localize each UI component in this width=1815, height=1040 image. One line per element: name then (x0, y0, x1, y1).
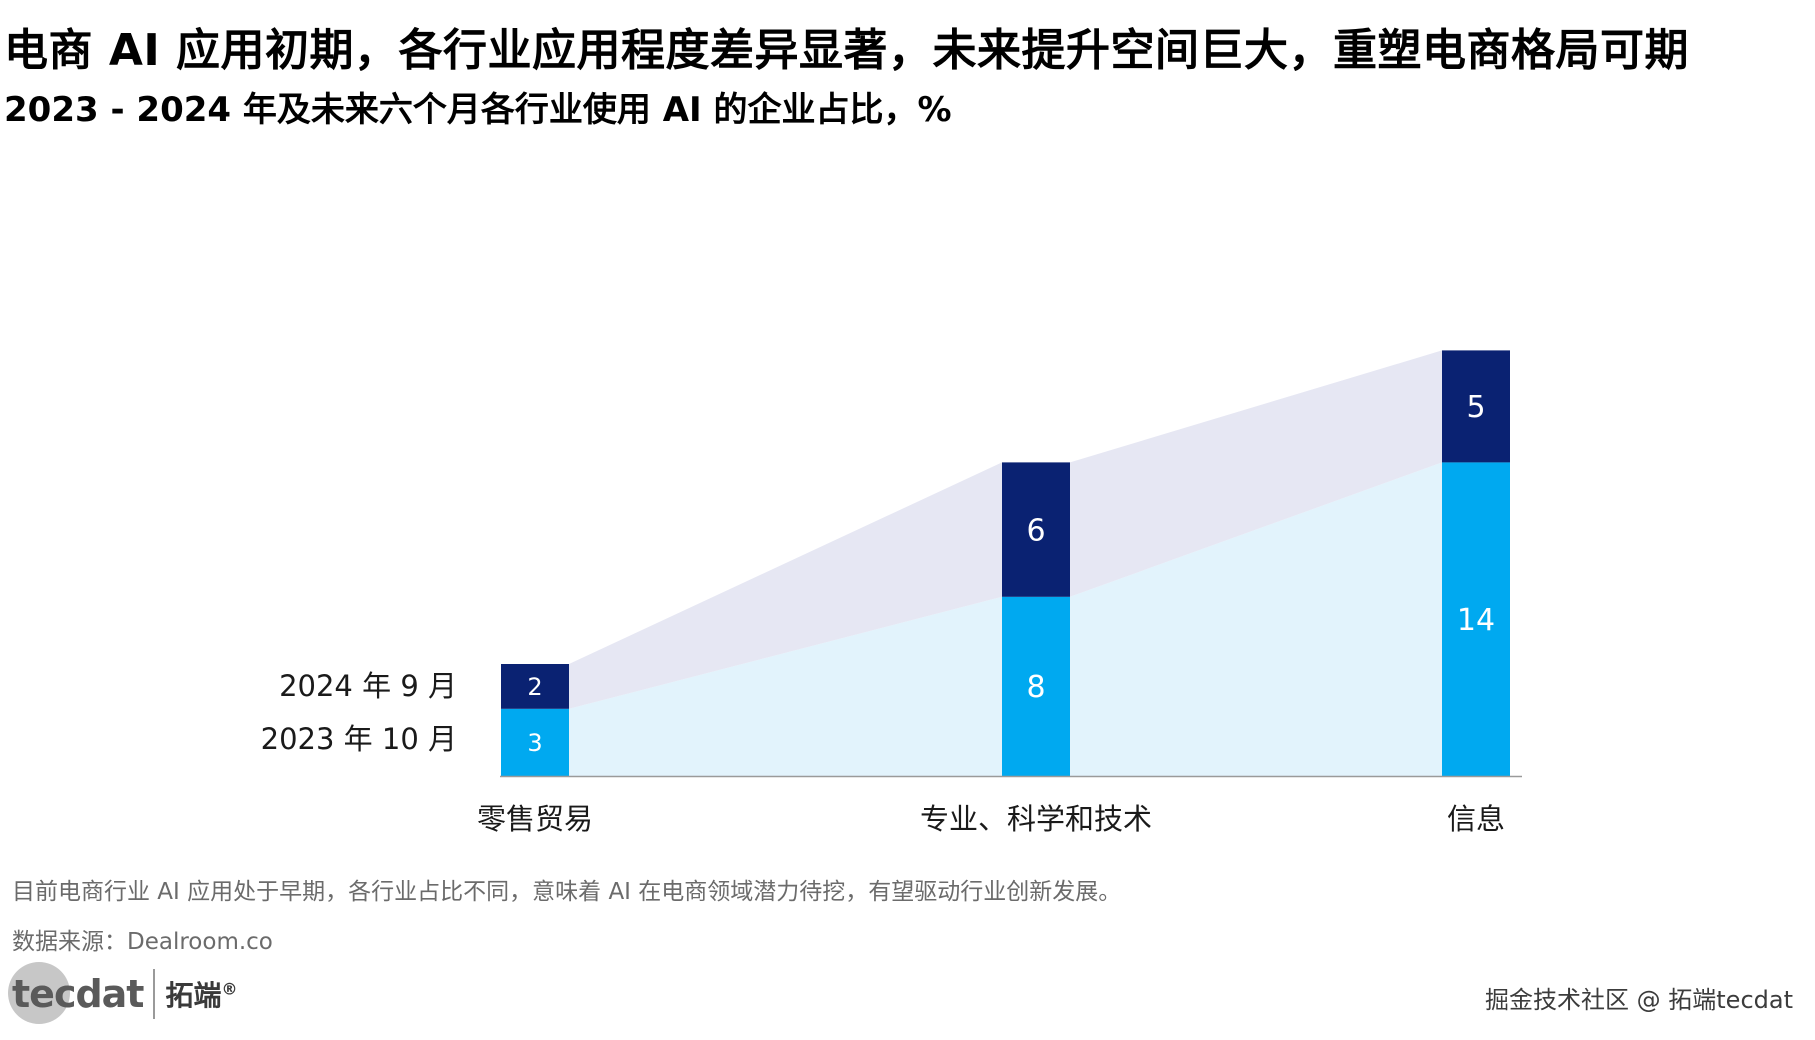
logo-registered-mark: ® (221, 979, 238, 999)
category-label-2: 信息 (1447, 802, 1505, 836)
logo-circle (8, 962, 70, 1024)
data-label-increment-2: 5 (1466, 390, 1485, 425)
category-label-0: 零售贸易 (477, 802, 593, 836)
bar-base-1 (1002, 596, 1070, 776)
watermark: 掘金技术社区 @ 拓端tecdat (1485, 986, 1793, 1014)
data-label-increment-0: 2 (527, 673, 542, 701)
data-label-base-1: 8 (1026, 670, 1045, 705)
logo-divider (153, 969, 156, 1019)
category-label-1: 专业、科学和技术 (920, 802, 1152, 836)
bar-increment-1 (1002, 462, 1070, 597)
footnote: 目前电商行业 AI 应用处于早期，各行业占比不同，意味着 AI 在电商领域潜力待… (12, 879, 1122, 905)
source-text: 数据来源：Dealroom.co (12, 929, 273, 955)
data-label-increment-1: 6 (1026, 513, 1045, 548)
bar-increment-2 (1442, 350, 1510, 463)
stacked-bar-chart: 3 2 零售贸易 8 6 专业、科学和技术 14 5 信息 2024 年 9 月 2023 年 10… (261, 350, 1522, 836)
bar-increment-0 (501, 664, 569, 709)
bars-group (501, 350, 1510, 776)
data-label-base-0: 3 (527, 729, 542, 757)
legend-increment-series: 2024 年 9 月 (279, 669, 457, 703)
bar-base-0 (501, 708, 569, 776)
logo-text: tecdat (12, 972, 144, 1016)
logo: tecdat 拓端® (6, 962, 238, 1026)
chart-title: 电商 AI 应用初期，各行业应用程度差异显著，未来提升空间巨大，重塑电商格局可期 (4, 25, 1690, 76)
labels-group: 3 2 零售贸易 8 6 专业、科学和技术 14 5 信息 2024 年 9 月 2023 年 10… (261, 390, 1505, 836)
chart-subtitle: 2023 - 2024 年及未来六个月各行业使用 AI 的企业占比，% (4, 90, 952, 130)
bar-base-2 (1442, 462, 1510, 776)
legend-base-series: 2023 年 10 月 (261, 722, 457, 756)
logo-cn-text: 拓端® (165, 979, 238, 1012)
data-label-base-2: 14 (1457, 603, 1495, 638)
